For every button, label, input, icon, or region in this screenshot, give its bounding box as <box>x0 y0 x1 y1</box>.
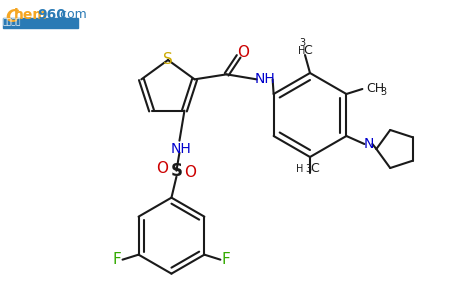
Text: 知化工网: 知化工网 <box>3 18 21 26</box>
Text: F: F <box>112 252 121 267</box>
Text: H: H <box>296 164 304 174</box>
Text: CH: CH <box>366 83 384 96</box>
Text: O: O <box>184 165 196 180</box>
Text: 960: 960 <box>37 8 66 22</box>
Text: .com: .com <box>57 8 88 21</box>
Text: C: C <box>5 8 18 26</box>
Text: O: O <box>237 45 249 60</box>
Text: NH: NH <box>171 142 192 156</box>
Text: 3: 3 <box>305 164 311 174</box>
Text: F: F <box>222 252 231 267</box>
Text: 3: 3 <box>299 38 305 48</box>
Text: S: S <box>163 52 173 67</box>
Text: O: O <box>156 161 168 176</box>
Text: S: S <box>171 162 182 180</box>
Bar <box>3 18 78 28</box>
Text: hem: hem <box>14 8 48 22</box>
Text: N: N <box>363 137 374 151</box>
Text: 3: 3 <box>380 87 386 97</box>
Text: NH: NH <box>254 72 275 86</box>
Text: H: H <box>298 46 306 56</box>
Text: C: C <box>304 45 312 57</box>
Text: C: C <box>310 163 319 176</box>
